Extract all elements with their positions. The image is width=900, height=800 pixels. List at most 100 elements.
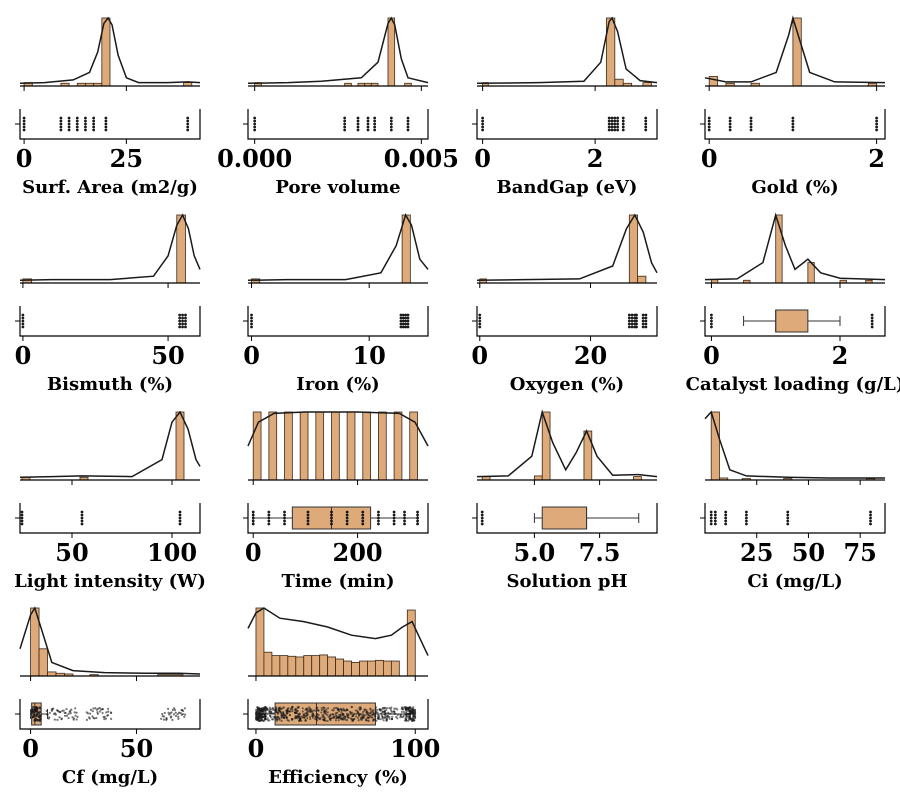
- strip-point: [264, 706, 267, 709]
- strip-point: [327, 707, 330, 710]
- strip-point: [357, 714, 361, 717]
- strip-point: [303, 716, 306, 719]
- strip-point: [404, 712, 407, 715]
- strip-point: [791, 122, 795, 126]
- kde-curve: [247, 607, 429, 656]
- strip-point: [251, 513, 255, 517]
- strip-point: [300, 719, 303, 722]
- strip-point: [728, 128, 732, 132]
- kde-curve: [247, 411, 429, 447]
- hist-bar: [47, 671, 57, 677]
- strip-point: [392, 516, 396, 520]
- strip-point: [275, 719, 278, 722]
- strip-point: [390, 718, 394, 721]
- strip-point: [178, 516, 182, 520]
- strip-point: [295, 711, 298, 715]
- strip-point: [366, 128, 370, 132]
- strip-point: [87, 716, 91, 719]
- strip-point: [104, 119, 108, 123]
- strip-point: [402, 714, 405, 717]
- strip-point: [286, 708, 289, 712]
- strip-point: [377, 522, 380, 526]
- strip-point: [92, 119, 96, 123]
- strip-point: [709, 522, 713, 526]
- strip-point: [258, 711, 261, 714]
- strip-point: [481, 122, 485, 126]
- strip-point: [263, 713, 266, 716]
- strip-point: [393, 707, 396, 710]
- strip-point: [613, 128, 617, 132]
- strip-point: [309, 708, 312, 711]
- strip-point: [403, 513, 406, 517]
- strip-point: [72, 717, 75, 720]
- strip-point: [749, 116, 753, 120]
- x-tick-label: 0: [474, 144, 491, 173]
- strip-point: [366, 716, 369, 719]
- strip-point: [627, 322, 631, 326]
- strip-point: [607, 125, 611, 129]
- strip-point: [480, 510, 484, 514]
- strip-point: [356, 125, 360, 129]
- strip-point: [186, 122, 190, 126]
- strip-point: [280, 719, 283, 722]
- strip-point: [385, 707, 389, 710]
- strip-point: [310, 710, 314, 713]
- strip-point: [728, 119, 732, 123]
- strip-point: [329, 715, 332, 718]
- x-tick-label: 2: [587, 144, 604, 173]
- strip-point: [480, 516, 484, 520]
- strip-point: [404, 717, 408, 721]
- strip-point: [256, 706, 259, 709]
- strip-point: [621, 122, 625, 126]
- strip-point: [610, 122, 614, 126]
- kde-curve: [19, 606, 201, 675]
- strip-point: [80, 513, 84, 517]
- strip-point: [373, 125, 377, 129]
- strip-point: [186, 125, 190, 129]
- strip-point: [306, 519, 310, 523]
- kde-curve: [19, 410, 201, 479]
- strip-point: [183, 715, 186, 718]
- strip-point: [616, 119, 620, 123]
- strip-point: [710, 322, 713, 326]
- strip-point: [345, 718, 349, 722]
- strip-point: [713, 519, 717, 523]
- strip-point: [342, 709, 346, 712]
- x-tick-label: 5.0: [514, 538, 556, 567]
- strip-point: [92, 125, 96, 129]
- hist-bar: [176, 214, 186, 284]
- strip-point: [104, 125, 108, 129]
- strip-point: [744, 510, 748, 514]
- strip-point: [162, 718, 166, 721]
- strip-point: [728, 116, 732, 120]
- strip-point: [106, 714, 110, 717]
- strip-point: [253, 119, 257, 123]
- strip-point: [644, 313, 648, 317]
- x-axis-label: Bismuth (%): [47, 374, 173, 395]
- strip-point: [283, 522, 286, 526]
- strip-point: [367, 719, 370, 722]
- hist-bar: [279, 655, 289, 677]
- strip-point: [710, 313, 713, 317]
- strip-point: [297, 716, 301, 719]
- strip-point: [870, 319, 874, 323]
- hist-bar: [268, 411, 278, 481]
- strip-point: [177, 715, 180, 718]
- strip-point: [96, 711, 99, 714]
- strip-point: [279, 711, 283, 714]
- strip-point: [67, 125, 71, 129]
- strip-point: [311, 714, 314, 717]
- strip-point: [39, 718, 43, 721]
- x-tick-label: 0: [703, 341, 720, 370]
- strip-point: [361, 513, 365, 517]
- strip-point: [110, 717, 113, 720]
- strip-point: [181, 319, 184, 323]
- strip-point: [402, 710, 406, 714]
- strip-point: [258, 719, 261, 722]
- strip-point: [710, 325, 713, 329]
- strip-point: [260, 712, 263, 715]
- strip-point: [301, 710, 304, 713]
- strip-point: [635, 313, 638, 317]
- strip-point: [644, 322, 648, 326]
